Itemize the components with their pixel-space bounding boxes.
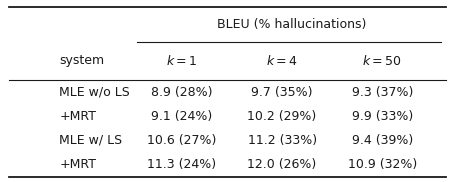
Text: 11.3 (24%): 11.3 (24%) — [147, 158, 217, 171]
Text: $k = 50$: $k = 50$ — [362, 54, 402, 68]
Text: system: system — [59, 54, 104, 68]
Text: 9.3 (37%): 9.3 (37%) — [352, 86, 413, 99]
Text: BLEU (% hallucinations): BLEU (% hallucinations) — [217, 18, 366, 31]
Text: MLE w/o LS: MLE w/o LS — [59, 86, 130, 99]
Text: +MRT: +MRT — [59, 158, 96, 171]
Text: $k = 4$: $k = 4$ — [266, 54, 298, 68]
Text: 10.6 (27%): 10.6 (27%) — [147, 134, 217, 147]
Text: 8.9 (28%): 8.9 (28%) — [151, 86, 213, 99]
Text: MLE w/ LS: MLE w/ LS — [59, 134, 122, 147]
Text: 10.2 (29%): 10.2 (29%) — [248, 110, 317, 123]
Text: 9.1 (24%): 9.1 (24%) — [152, 110, 212, 123]
Text: 12.0 (26%): 12.0 (26%) — [248, 158, 317, 171]
Text: 9.4 (39%): 9.4 (39%) — [352, 134, 413, 147]
Text: +MRT: +MRT — [59, 110, 96, 123]
Text: 10.9 (32%): 10.9 (32%) — [348, 158, 417, 171]
Text: 11.2 (33%): 11.2 (33%) — [248, 134, 317, 147]
Text: 9.7 (35%): 9.7 (35%) — [251, 86, 313, 99]
Text: $k = 1$: $k = 1$ — [167, 54, 197, 68]
Text: 9.9 (33%): 9.9 (33%) — [352, 110, 413, 123]
